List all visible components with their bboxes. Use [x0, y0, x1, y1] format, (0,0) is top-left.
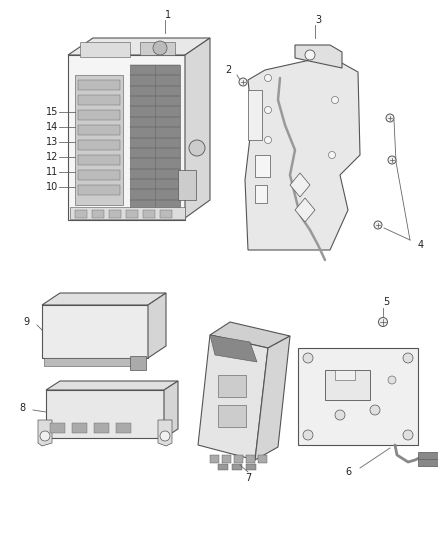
- Bar: [78, 155, 120, 165]
- Circle shape: [388, 156, 396, 164]
- Bar: [78, 140, 120, 150]
- Polygon shape: [198, 335, 268, 460]
- Circle shape: [265, 75, 272, 82]
- Circle shape: [305, 50, 315, 60]
- Bar: [246, 464, 256, 470]
- Bar: [109, 210, 121, 218]
- Text: 4: 4: [418, 240, 424, 250]
- Bar: [160, 210, 172, 218]
- Bar: [255, 185, 267, 203]
- Bar: [116, 423, 131, 433]
- Circle shape: [386, 114, 394, 122]
- Bar: [130, 356, 146, 370]
- Bar: [78, 185, 120, 195]
- Circle shape: [403, 353, 413, 363]
- Bar: [232, 464, 242, 470]
- Text: 11: 11: [46, 167, 58, 177]
- Bar: [42, 305, 148, 358]
- Bar: [78, 110, 120, 120]
- Bar: [143, 210, 155, 218]
- Bar: [75, 210, 87, 218]
- Text: 13: 13: [46, 137, 58, 147]
- Text: 10: 10: [46, 182, 58, 192]
- Polygon shape: [210, 322, 290, 348]
- Bar: [75, 75, 123, 205]
- Circle shape: [332, 96, 339, 103]
- Polygon shape: [295, 45, 342, 68]
- Circle shape: [335, 410, 345, 420]
- Circle shape: [40, 431, 50, 441]
- Bar: [92, 210, 104, 218]
- Text: 1: 1: [165, 10, 171, 20]
- Circle shape: [265, 107, 272, 114]
- Bar: [46, 390, 164, 438]
- Bar: [218, 464, 228, 470]
- Polygon shape: [158, 420, 172, 446]
- Polygon shape: [248, 90, 262, 140]
- Bar: [94, 423, 109, 433]
- Circle shape: [239, 78, 247, 86]
- Bar: [80, 42, 130, 57]
- Bar: [222, 455, 231, 463]
- Bar: [418, 452, 438, 466]
- Text: 5: 5: [383, 297, 389, 307]
- Bar: [298, 348, 418, 445]
- Polygon shape: [295, 198, 315, 222]
- Circle shape: [374, 221, 382, 229]
- Text: 8: 8: [20, 403, 26, 413]
- Polygon shape: [68, 38, 210, 55]
- Polygon shape: [255, 336, 290, 460]
- Circle shape: [303, 430, 313, 440]
- Bar: [234, 455, 243, 463]
- Bar: [210, 455, 219, 463]
- Polygon shape: [38, 420, 52, 446]
- Bar: [72, 423, 87, 433]
- Polygon shape: [148, 293, 166, 358]
- Bar: [78, 125, 120, 135]
- Bar: [246, 455, 255, 463]
- Polygon shape: [245, 60, 360, 250]
- Polygon shape: [164, 381, 178, 438]
- Text: 7: 7: [245, 473, 251, 483]
- Bar: [218, 405, 246, 427]
- Polygon shape: [68, 55, 185, 220]
- Bar: [140, 42, 175, 55]
- Circle shape: [265, 136, 272, 143]
- Bar: [258, 455, 267, 463]
- Bar: [335, 370, 355, 380]
- Bar: [130, 65, 180, 210]
- Bar: [325, 370, 370, 400]
- Circle shape: [403, 430, 413, 440]
- Text: 2: 2: [226, 65, 232, 75]
- Text: 6: 6: [346, 467, 352, 477]
- Circle shape: [160, 431, 170, 441]
- Bar: [50, 423, 65, 433]
- Text: 9: 9: [24, 317, 30, 327]
- Circle shape: [303, 353, 313, 363]
- Circle shape: [153, 41, 167, 55]
- Polygon shape: [46, 381, 178, 390]
- Circle shape: [388, 376, 396, 384]
- Circle shape: [370, 405, 380, 415]
- Polygon shape: [185, 38, 210, 218]
- Bar: [126, 210, 138, 218]
- Bar: [255, 155, 270, 177]
- Bar: [44, 358, 142, 366]
- Circle shape: [378, 318, 388, 327]
- Bar: [218, 375, 246, 397]
- Bar: [78, 170, 120, 180]
- Text: 14: 14: [46, 122, 58, 132]
- Polygon shape: [42, 293, 166, 305]
- Bar: [70, 207, 185, 219]
- Polygon shape: [210, 335, 257, 362]
- Circle shape: [328, 151, 336, 158]
- Text: 3: 3: [315, 15, 321, 25]
- Text: 12: 12: [46, 152, 58, 162]
- Bar: [78, 95, 120, 105]
- Bar: [78, 80, 120, 90]
- Text: 15: 15: [46, 107, 58, 117]
- Bar: [178, 170, 196, 200]
- Polygon shape: [290, 173, 310, 197]
- Circle shape: [189, 140, 205, 156]
